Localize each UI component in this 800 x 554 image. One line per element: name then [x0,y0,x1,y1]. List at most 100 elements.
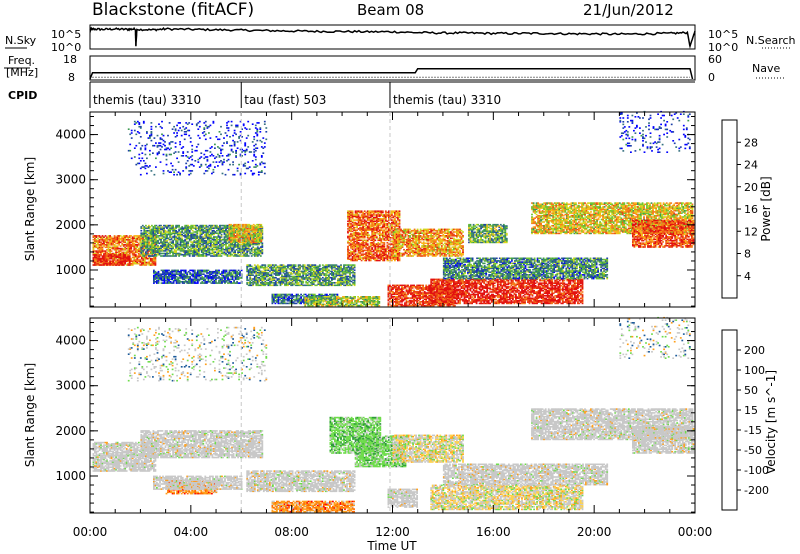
power-cell [241,245,244,247]
power-cell [118,259,120,261]
power-cell [243,228,246,231]
power-cell [194,248,197,251]
power-cell [154,227,156,229]
power-cell [259,247,262,250]
power-cell [97,254,99,256]
power-cell [254,239,257,241]
power-cell [188,248,191,251]
power-cell [226,248,229,251]
power-cell [140,250,143,252]
power-cell [125,255,128,257]
power-cell [246,223,249,226]
power-cell [256,250,259,252]
power-cell [239,231,241,234]
power-cell [125,260,128,262]
power-cell [140,226,143,228]
power-cell [276,282,279,284]
power-cell [223,241,226,243]
power-cell [130,246,133,249]
power-cell [210,252,212,255]
power-cell [202,251,205,253]
power-cell [223,236,226,238]
power-cell [196,243,199,246]
power-cell [210,243,212,246]
power-cell [143,245,146,247]
power-cell [252,274,255,276]
power-cell [151,241,153,243]
cpid-segment-label: themis (tau) 3310 [93,93,201,107]
power-cell [143,246,146,249]
power-cell [257,223,260,226]
power-cell [246,251,249,253]
power-cell [101,235,104,237]
power-cell [166,253,168,256]
power-cell [239,235,241,237]
power-cell [172,231,174,233]
power-cell [131,240,134,242]
power-cell [234,239,237,241]
power-cell [223,251,226,253]
power-cell [252,226,255,229]
power-cell [121,247,124,250]
power-cell [142,260,145,262]
power-cell [143,226,146,228]
power-cell [216,232,218,234]
power-cell [148,256,151,259]
power-cell [237,237,240,240]
power-cell [216,282,219,284]
power-cell [228,247,230,250]
power-cell [154,277,157,279]
power-cell [141,253,144,256]
power-cell [185,226,188,228]
power-cell [216,229,218,232]
power-cell [252,278,255,280]
power-cell [175,236,177,238]
power-cell [207,232,209,234]
power-cell [170,241,173,243]
power-cell [246,252,249,255]
power-cell [193,237,196,240]
power-cell [141,235,144,237]
power-cell [100,260,102,262]
power-cell [116,262,119,265]
power-cell [337,278,339,280]
power-cell [128,255,131,257]
power-cell [245,230,248,232]
power-cell [136,262,139,265]
power-cell [229,255,232,257]
power-cell [237,242,239,245]
power-cell [133,246,136,249]
power-cell [103,241,105,244]
power-cell [191,242,194,245]
power-cell [116,242,119,245]
power-cell [125,251,128,254]
power-cell [124,237,127,240]
power-cell [147,257,149,260]
power-cell [161,245,164,247]
power-cell [199,248,202,251]
power-cell [217,233,220,236]
cpid-segment-label: tau (fast) 503 [244,93,326,107]
power-cell [360,239,363,242]
power-cell [110,240,113,242]
power-cell [122,252,125,255]
power-cell [251,235,254,237]
power-cell [360,242,363,244]
power-cell [181,226,184,228]
power-cell [208,238,211,241]
power-cell [118,251,120,254]
power-cell [143,255,146,257]
power-cell [197,250,200,252]
power-cell [255,255,258,257]
power-cell [231,234,234,236]
power-cell [157,282,160,284]
power-cell [127,246,130,249]
power-cell [112,238,114,241]
power-cell [288,280,291,283]
power-cell [113,255,116,257]
power-cell [104,257,107,260]
power-cell [176,240,179,242]
power-cell [259,228,262,231]
power-cell [179,243,182,246]
power-cell [92,242,95,245]
